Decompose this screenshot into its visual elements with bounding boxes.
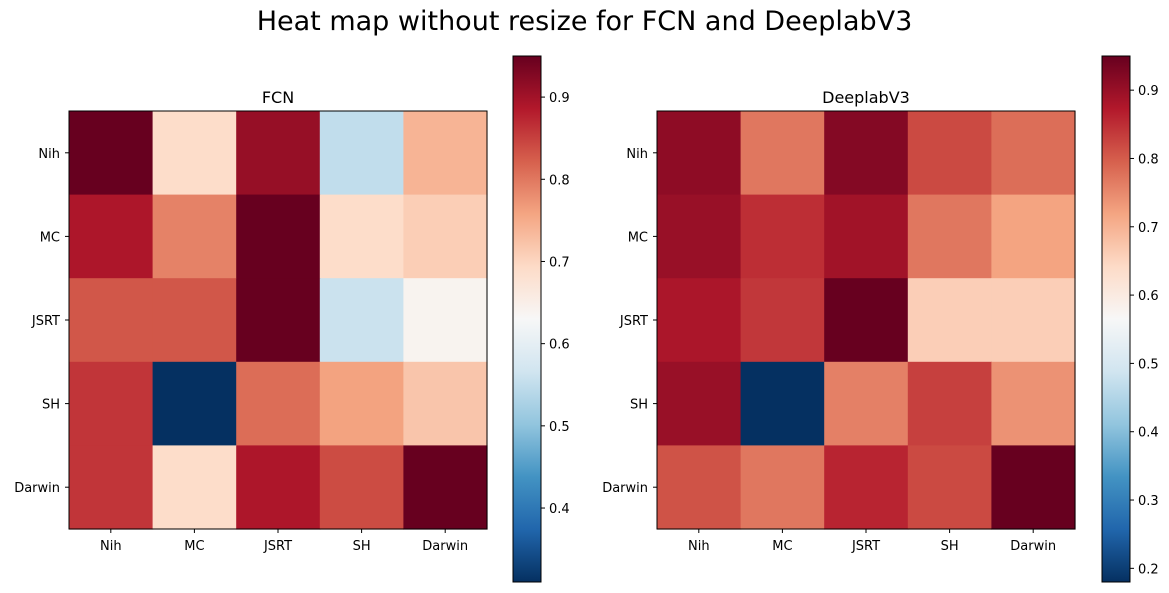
heatmap-cell (740, 445, 825, 530)
x-tick-label: JSRT (263, 539, 292, 554)
colorbar (1101, 55, 1131, 583)
heatmap-cell (991, 278, 1076, 363)
heatmap-cell (152, 111, 237, 196)
heatmap-cell (657, 111, 742, 196)
heatmap-cell (236, 194, 321, 279)
x-tick-label: MC (772, 539, 792, 554)
x-tick-label: MC (184, 539, 204, 554)
heatmap-cell (657, 361, 742, 446)
colorbar-tick-label: 0.8 (549, 173, 570, 188)
colorbar-tick-label: 0.8 (1138, 152, 1159, 167)
x-tick-label: SH (353, 539, 371, 554)
panel-title: FCN (262, 88, 294, 107)
heatmap-cell (907, 278, 992, 363)
y-tick-label: JSRT (31, 314, 60, 329)
y-tick-label: SH (42, 398, 60, 413)
x-tick-label: Darwin (422, 539, 468, 554)
heatmap-cell (236, 361, 321, 446)
figure-title: Heat map without resize for FCN and Deep… (256, 6, 913, 37)
heatmap-cell (236, 111, 321, 196)
y-tick-label: MC (40, 230, 60, 245)
heatmap-cell (403, 278, 488, 363)
colorbar-tick-label: 0.7 (549, 255, 570, 270)
heatmap-cell (236, 445, 321, 530)
heatmap-cell (824, 445, 909, 530)
heatmap-cell (907, 361, 992, 446)
heatmap-cell (403, 111, 488, 196)
colorbar-tick-label: 0.6 (1138, 289, 1159, 304)
colorbar-tick-label: 0.6 (549, 338, 570, 353)
colorbar-tick-label: 0.9 (549, 91, 570, 106)
colorbar-tick-label: 0.4 (1138, 426, 1159, 441)
heatmap-cell (403, 194, 488, 279)
heatmap-cell (657, 278, 742, 363)
x-tick-label: Nih (100, 539, 122, 554)
heatmap-panel-2: DeeplabV3 Nih MC JSRT SH Darwin Nih MC JSRT SH Dar… (602, 55, 1159, 583)
panel-title: DeeplabV3 (822, 88, 910, 107)
y-tick-label: JSRT (619, 314, 648, 329)
colorbar-tick-label: 0.9 (1138, 84, 1159, 99)
heatmap-cell (69, 194, 154, 279)
y-tick-label: SH (630, 398, 648, 413)
heatmap-cell (403, 445, 488, 530)
heatmap-cell (657, 194, 742, 279)
colorbar-tick-label: 0.3 (1138, 494, 1159, 509)
heatmap-cell (991, 194, 1076, 279)
heatmap-cell (69, 111, 154, 196)
heatmap-cell (657, 445, 742, 530)
heatmap-cell (152, 361, 237, 446)
colorbar-tick-label: 0.5 (1138, 357, 1159, 372)
heatmap-cell (403, 361, 488, 446)
heatmap-cell (319, 194, 404, 279)
heatmap-cell (740, 278, 825, 363)
heatmap-cell (907, 445, 992, 530)
heatmap-cell (991, 111, 1076, 196)
colorbar-tick-label: 0.7 (1138, 221, 1159, 236)
heatmap-cell (824, 111, 909, 196)
heatmap-panel-1: FCN Nih MC JSRT SH Darwin Nih MC JSRT SH Darwin 0.4… (14, 55, 570, 583)
x-tick-label: JSRT (851, 539, 880, 554)
colorbar-tick-label: 0.2 (1138, 562, 1159, 577)
heatmap-cell (69, 278, 154, 363)
heatmap-cell (740, 361, 825, 446)
heatmap-cell (69, 445, 154, 530)
y-tick-label: MC (628, 230, 648, 245)
heatmap-cell (907, 111, 992, 196)
heatmap-cell (319, 111, 404, 196)
y-tick-label: Nih (626, 147, 648, 162)
y-tick-label: Nih (38, 147, 60, 162)
heatmap-cell (152, 194, 237, 279)
heatmap-cell (824, 194, 909, 279)
heatmap-cell (152, 445, 237, 530)
heatmap-cell (152, 278, 237, 363)
colorbar (512, 55, 542, 583)
x-tick-label: SH (941, 539, 959, 554)
heatmap-cell (824, 278, 909, 363)
x-tick-label: Darwin (1010, 539, 1056, 554)
heatmap-cell (319, 278, 404, 363)
y-tick-label: Darwin (602, 481, 648, 496)
heatmap-cell (991, 361, 1076, 446)
heatmap-cell (824, 361, 909, 446)
colorbar-tick-label: 0.5 (549, 420, 570, 435)
heatmap-cell (907, 194, 992, 279)
heatmap-cell (236, 278, 321, 363)
heatmap-cell (319, 445, 404, 530)
heatmap-cell (991, 445, 1076, 530)
heatmap-cell (69, 361, 154, 446)
heatmap-cell (740, 194, 825, 279)
x-tick-label: Nih (688, 539, 710, 554)
heatmap-cell (740, 111, 825, 196)
heatmap-cell (319, 361, 404, 446)
y-tick-label: Darwin (14, 481, 60, 496)
colorbar-tick-label: 0.4 (549, 502, 570, 517)
